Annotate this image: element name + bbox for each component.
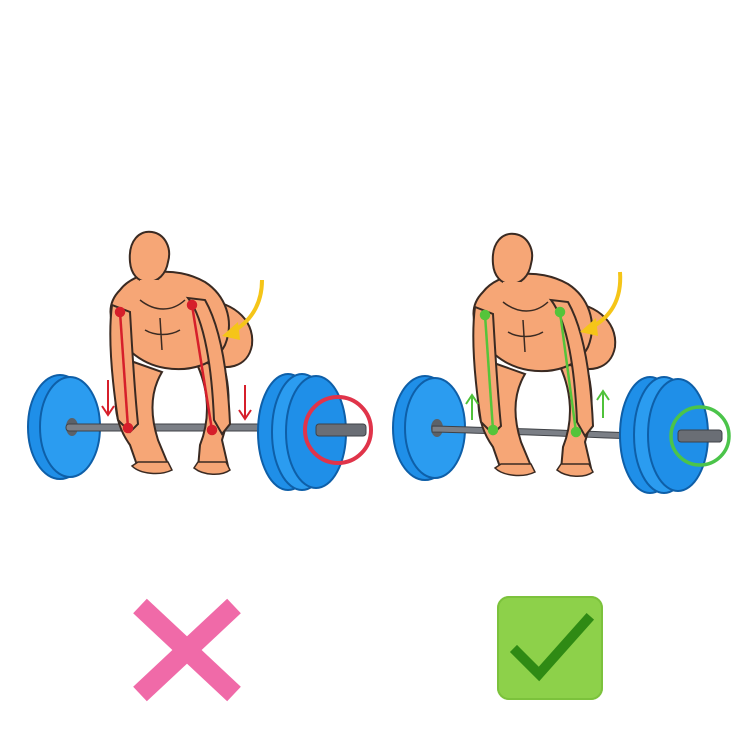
hip-hinge-arrow-icon <box>222 279 264 340</box>
check-icon <box>497 596 603 700</box>
down-arrow-icon <box>101 380 252 421</box>
incorrect-form-figure <box>27 230 373 491</box>
hip-hinge-arrow-icon <box>580 271 623 336</box>
lifter-figure <box>109 230 254 476</box>
bar-sleeve-highlight-circle <box>669 405 731 467</box>
bar-sleeve-highlight-circle <box>303 395 373 465</box>
arm-line-indicators <box>114 299 218 436</box>
barbell-sleeve <box>315 423 367 437</box>
correct-form-figure <box>392 232 731 494</box>
barbell-sleeve <box>677 429 723 443</box>
lifter-figure <box>472 232 617 478</box>
up-arrow-icon <box>465 389 610 420</box>
cross-icon <box>133 598 241 702</box>
arm-line-indicators <box>479 306 582 438</box>
